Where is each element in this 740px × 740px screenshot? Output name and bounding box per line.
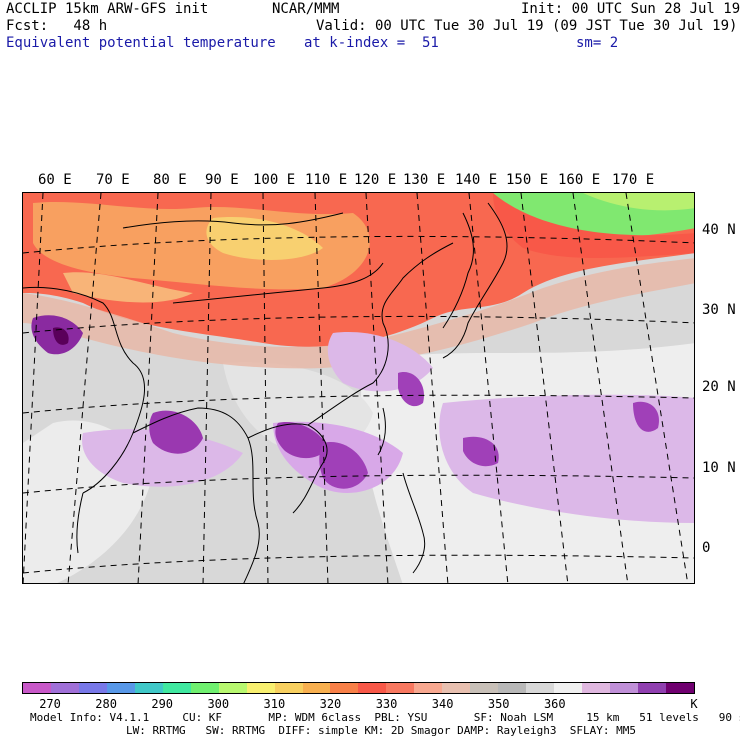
field-core-vietnam: [275, 422, 328, 459]
field-core-pacific: [463, 436, 499, 467]
lon-label-60e: 60 E: [38, 172, 72, 188]
colorbar-tick-label: 340: [431, 697, 454, 711]
field-core-philippine-sea: [398, 372, 424, 407]
colorbar-tick-label: 290: [151, 697, 174, 711]
theta-e-map: [22, 192, 695, 584]
colorbar-swatch: [610, 683, 638, 693]
lat-line-40n: [23, 235, 694, 254]
colorbar-swatch: [554, 683, 583, 693]
lon-label-100e: 100 E: [253, 172, 296, 188]
coast-sri-lanka: [76, 492, 84, 554]
lon-line-170e: [625, 193, 689, 583]
colorbar-tick-label: 300: [207, 697, 230, 711]
coast-taiwan: [377, 407, 386, 456]
coast-burma-malay: [132, 407, 260, 583]
coast-philippines: [402, 472, 426, 574]
colorbar-swatch: [386, 683, 415, 693]
coastlines: [23, 202, 508, 583]
coast-indochina: [247, 423, 328, 514]
valid-time: Valid: 00 UTC Tue 30 Jul 19 (09 JST Tue …: [316, 18, 738, 34]
colorbar-swatch: [442, 683, 471, 693]
colorbar-tick-label: 270: [39, 697, 61, 711]
colorbar-tick-label: 280: [95, 697, 117, 711]
forecast-hour: Fcst: 48 h: [6, 18, 108, 34]
field-lightgreen-patch: [583, 193, 694, 211]
colorbar-tick-label: 350: [487, 697, 510, 711]
border-russia: [122, 212, 344, 229]
colorbar-tick-label: 360: [543, 697, 566, 711]
init-time: Init: 00 UTC Sun 28 Jul 19: [521, 1, 740, 17]
lon-label-170e: 170 E: [612, 172, 655, 188]
colorbar-swatch: [637, 683, 666, 693]
field-salmon-band: [23, 258, 694, 369]
graticule: [23, 193, 694, 583]
coast-japan: [442, 202, 508, 359]
colorbar-swatch: [106, 683, 135, 693]
colorbar-swatch: [50, 683, 79, 693]
colorbar-swatch: [274, 683, 303, 693]
lon-label-90e: 90 E: [205, 172, 239, 188]
field-orange-south: [63, 272, 193, 303]
coast-india-west: [23, 286, 146, 494]
colorbar-swatch: [162, 683, 191, 693]
colorbar-swatch: [134, 683, 163, 693]
lon-label-120e: 120 E: [354, 172, 397, 188]
lat-line-30n: [23, 315, 694, 334]
coast-korea: [442, 212, 474, 329]
level-label: at k-index = 51: [304, 35, 439, 51]
lat-label-20n: 20 N: [702, 379, 736, 395]
colorbar-unit: K: [690, 697, 698, 711]
border-mongolia: [172, 262, 384, 304]
colorbar-swatch: [470, 683, 499, 693]
coast-china: [307, 242, 454, 426]
field-core-pakistan-deep: [53, 327, 69, 345]
colorbar-swatch: [302, 683, 331, 693]
colorbar-tick-label: 320: [319, 697, 342, 711]
footer-physics-info: LW: RRTMG SW: RRTMG DIFF: simple KM: 2D …: [126, 724, 636, 737]
lat-label-30n: 30 N: [702, 302, 736, 318]
field-purple-india: [82, 429, 244, 487]
map-field-svg: [23, 193, 694, 583]
lat-line-0: [23, 554, 694, 574]
colorbar-swatch: [498, 683, 527, 693]
colorbar-swatch: [218, 683, 247, 693]
colorbar-swatch: [582, 683, 611, 693]
field-red-front: [493, 193, 694, 258]
lat-line-10n: [23, 474, 694, 494]
lat-label-10n: 10 N: [702, 460, 736, 476]
lat-label-0: 0: [702, 540, 711, 556]
field-core-scs: [319, 442, 368, 489]
center-label: NCAR/MMM: [272, 1, 340, 17]
field-core-east: [633, 401, 659, 432]
lon-label-160e: 160 E: [558, 172, 601, 188]
lon-label-130e: 130 E: [403, 172, 446, 188]
colorbar-swatch: [358, 683, 387, 693]
colorbar-tick-label: 310: [263, 697, 286, 711]
colorbar-swatch: [414, 683, 443, 693]
model-title: ACCLIP 15km ARW-GFS init: [6, 1, 209, 17]
lat-line-20n: [23, 394, 694, 414]
lon-label-80e: 80 E: [153, 172, 187, 188]
colorbar-swatch: [246, 683, 275, 693]
lon-label-140e: 140 E: [455, 172, 498, 188]
colorbar: [22, 682, 695, 694]
field-core-bay-bengal: [149, 410, 203, 454]
lon-label-150e: 150 E: [506, 172, 549, 188]
colorbar-tick-label: 330: [375, 697, 398, 711]
field-purple-pacific: [439, 394, 694, 523]
colorbar-swatch: [665, 683, 694, 693]
colorbar-swatch: [78, 683, 107, 693]
smoothing-label: sm= 2: [576, 35, 619, 51]
colorbar-swatch: [526, 683, 555, 693]
colorbar-swatch: [190, 683, 219, 693]
colorbar-swatch: [330, 683, 359, 693]
lat-label-40n: 40 N: [702, 222, 736, 238]
lon-label-70e: 70 E: [96, 172, 130, 188]
field-name: Equivalent potential temperature: [6, 35, 276, 51]
footer-model-info: Model Info: V4.1.1 CU: KF MP: WDM 6class…: [30, 711, 740, 724]
lon-label-110e: 110 E: [305, 172, 348, 188]
colorbar-swatch: [23, 683, 51, 693]
